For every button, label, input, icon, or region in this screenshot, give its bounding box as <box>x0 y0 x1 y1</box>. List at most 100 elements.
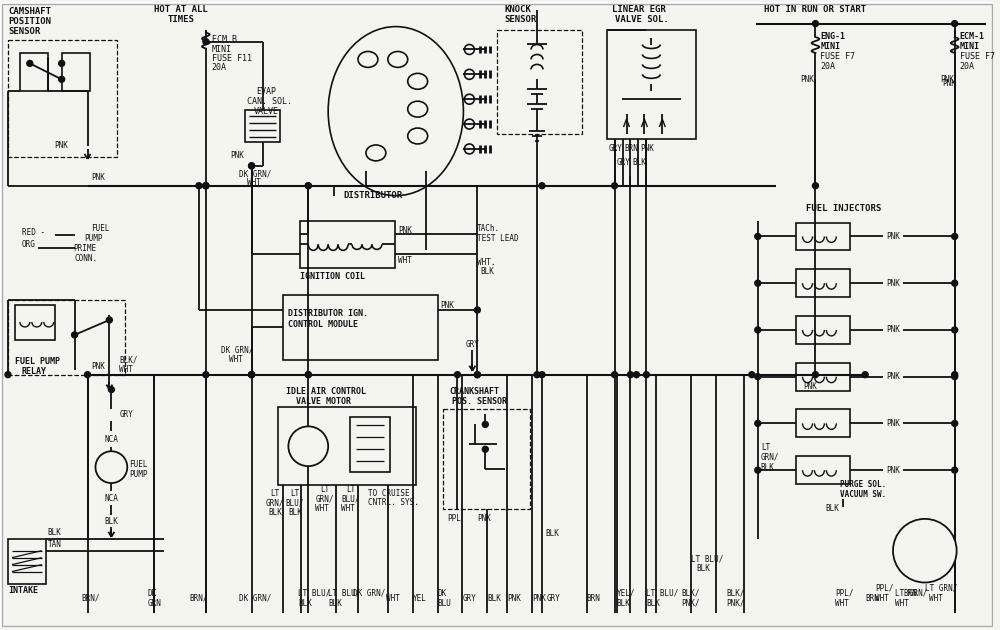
Text: LT: LT <box>346 484 355 493</box>
Text: BLK: BLK <box>487 594 501 603</box>
Text: DK: DK <box>438 589 447 598</box>
Text: VALVE: VALVE <box>254 106 279 116</box>
Text: BLU: BLU <box>438 599 451 608</box>
Text: GRY: GRY <box>119 410 133 419</box>
Circle shape <box>862 372 868 377</box>
Text: LT BLU/: LT BLU/ <box>298 589 331 598</box>
Text: GRN/: GRN/ <box>761 453 779 462</box>
Text: PNK: PNK <box>801 75 814 84</box>
Text: PNK: PNK <box>886 326 900 335</box>
Circle shape <box>203 183 209 189</box>
Text: FUEL INJECTORS: FUEL INJECTORS <box>806 204 881 213</box>
Text: BLK: BLK <box>104 517 118 526</box>
Text: PRIME: PRIME <box>74 244 97 253</box>
Circle shape <box>952 420 958 427</box>
Bar <box>245 110 280 142</box>
Text: PNK: PNK <box>886 372 900 381</box>
Text: PNK: PNK <box>532 594 546 603</box>
Text: WHT: WHT <box>247 178 260 187</box>
Text: GRN/: GRN/ <box>315 495 334 503</box>
Circle shape <box>755 467 761 473</box>
Bar <box>796 316 850 344</box>
Text: CONN.: CONN. <box>75 254 98 263</box>
Text: MINI: MINI <box>960 42 980 51</box>
Text: WHT: WHT <box>315 505 329 513</box>
Text: MINI: MINI <box>820 42 840 51</box>
Text: POS. SENSOR: POS. SENSOR <box>452 397 507 406</box>
Text: WHT.: WHT. <box>477 258 496 266</box>
Circle shape <box>643 372 649 377</box>
Circle shape <box>249 372 255 377</box>
Circle shape <box>627 372 633 377</box>
Text: DISTRIBUTOR IGN.: DISTRIBUTOR IGN. <box>288 309 368 318</box>
Circle shape <box>203 183 209 189</box>
Circle shape <box>482 446 488 452</box>
Text: BRN/: BRN/ <box>82 594 100 603</box>
Circle shape <box>249 372 255 377</box>
Text: HOT IN RUN OR START: HOT IN RUN OR START <box>764 5 867 14</box>
Text: BRN/: BRN/ <box>189 594 207 603</box>
Circle shape <box>812 372 818 377</box>
Text: BLK: BLK <box>480 266 494 276</box>
Text: 20A: 20A <box>212 63 227 72</box>
Text: PURGE SOL.: PURGE SOL. <box>840 479 887 488</box>
Circle shape <box>893 519 957 583</box>
Text: PNK: PNK <box>507 594 521 603</box>
Text: LINEAR EGR: LINEAR EGR <box>612 5 665 14</box>
Text: HOT AT ALL: HOT AT ALL <box>154 5 208 14</box>
Text: TACh.: TACh. <box>477 224 500 233</box>
Text: POSITION: POSITION <box>8 17 51 26</box>
Text: BLK: BLK <box>761 462 775 472</box>
Bar <box>8 300 125 375</box>
Circle shape <box>534 372 540 377</box>
Circle shape <box>249 372 255 377</box>
Text: GRY: GRY <box>465 340 479 349</box>
Circle shape <box>95 451 127 483</box>
Text: BLU/: BLU/ <box>341 495 360 503</box>
Text: PNK/: PNK/ <box>681 599 700 608</box>
Text: BRN: BRN <box>865 594 879 603</box>
Ellipse shape <box>408 73 428 89</box>
Text: LT BLU/: LT BLU/ <box>328 589 361 598</box>
Text: 20A: 20A <box>820 62 835 71</box>
Circle shape <box>952 372 958 377</box>
Circle shape <box>203 372 209 377</box>
Text: DK: DK <box>147 589 156 598</box>
Text: BRN: BRN <box>625 144 638 154</box>
Text: LT: LT <box>270 488 280 498</box>
Ellipse shape <box>464 94 474 104</box>
Text: FUEL: FUEL <box>129 460 148 469</box>
Text: WHT: WHT <box>119 365 133 374</box>
Text: BLK/: BLK/ <box>726 589 744 598</box>
Text: BLK: BLK <box>696 564 710 573</box>
Text: FUEL PUMP: FUEL PUMP <box>15 357 60 366</box>
Text: PUMP: PUMP <box>129 469 148 479</box>
Text: BRN: BRN <box>903 589 917 598</box>
Circle shape <box>612 183 618 189</box>
Text: LT BLU/: LT BLU/ <box>646 589 679 598</box>
Text: PNK: PNK <box>231 151 245 161</box>
Bar <box>15 305 55 340</box>
Circle shape <box>539 183 545 189</box>
Text: RELAY: RELAY <box>22 367 47 376</box>
Circle shape <box>474 307 480 313</box>
Text: WHT: WHT <box>929 594 943 603</box>
Text: MINI: MINI <box>212 45 232 54</box>
Text: 20A: 20A <box>960 62 975 71</box>
Text: PNK: PNK <box>398 226 412 235</box>
Text: BLK: BLK <box>825 505 839 513</box>
Text: GRN: GRN <box>147 599 161 608</box>
Circle shape <box>305 183 311 189</box>
Text: BLK: BLK <box>646 599 660 608</box>
Circle shape <box>633 372 639 377</box>
Circle shape <box>474 372 480 377</box>
Text: ECM B: ECM B <box>212 35 237 44</box>
Circle shape <box>539 372 545 377</box>
Circle shape <box>5 372 11 377</box>
Text: PNK: PNK <box>640 144 654 154</box>
Circle shape <box>305 372 311 377</box>
Text: PNK: PNK <box>886 466 900 474</box>
Text: CRANKSHAFT: CRANKSHAFT <box>449 387 499 396</box>
Text: TO CRUISE: TO CRUISE <box>368 488 410 498</box>
Circle shape <box>612 372 618 377</box>
